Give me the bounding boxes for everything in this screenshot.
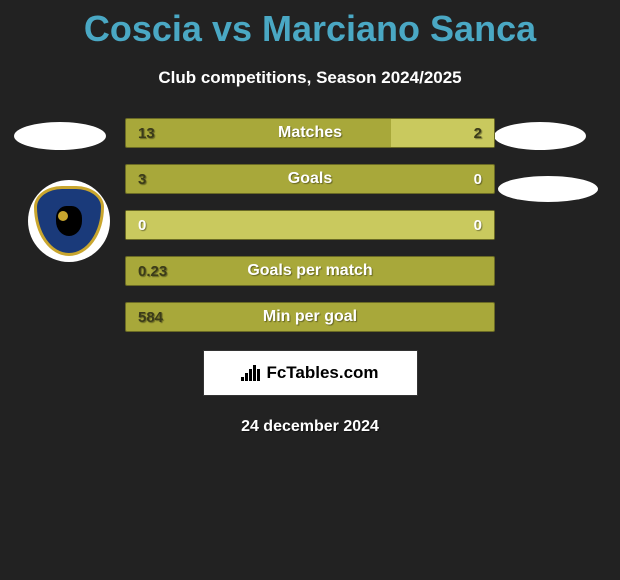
player-photo-right <box>494 122 586 150</box>
stat-right-value: 2 <box>474 125 482 142</box>
stat-label: Goals <box>126 170 494 188</box>
stat-left-value: 0.23 <box>138 263 167 280</box>
page-title: Coscia vs Marciano Sanca <box>0 0 620 50</box>
club-badge-figure <box>56 206 82 236</box>
fctables-label: FcTables.com <box>266 363 378 383</box>
club-badge-left <box>28 180 110 262</box>
stat-left-value: 13 <box>138 125 155 142</box>
stat-bar: 0Hattricks0 <box>125 210 495 240</box>
stat-row: 0.23Goals per match <box>0 256 620 286</box>
stat-bar: 13Matches2 <box>125 118 495 148</box>
player-photo-left <box>14 122 106 150</box>
club-badge-right <box>498 176 598 202</box>
date-label: 24 december 2024 <box>0 418 620 436</box>
stat-bar: 0.23Goals per match <box>125 256 495 286</box>
stat-right-value: 0 <box>474 217 482 234</box>
stat-left-value: 0 <box>138 217 146 234</box>
stat-left-value: 584 <box>138 309 163 326</box>
subtitle: Club competitions, Season 2024/2025 <box>0 68 620 88</box>
bars-icon <box>241 365 260 381</box>
stat-bar: 3Goals0 <box>125 164 495 194</box>
stat-label: Min per goal <box>126 308 494 326</box>
club-badge-shield <box>34 186 104 256</box>
stats-container: 13Matches23Goals00Hattricks00.23Goals pe… <box>0 118 620 332</box>
fctables-attribution[interactable]: FcTables.com <box>203 350 418 396</box>
stat-left-value: 3 <box>138 171 146 188</box>
stat-right-value: 0 <box>474 171 482 188</box>
stat-row: 584Min per goal <box>0 302 620 332</box>
stat-label: Goals per match <box>126 262 494 280</box>
stat-bar-segment <box>126 211 494 239</box>
stat-bar: 584Min per goal <box>125 302 495 332</box>
